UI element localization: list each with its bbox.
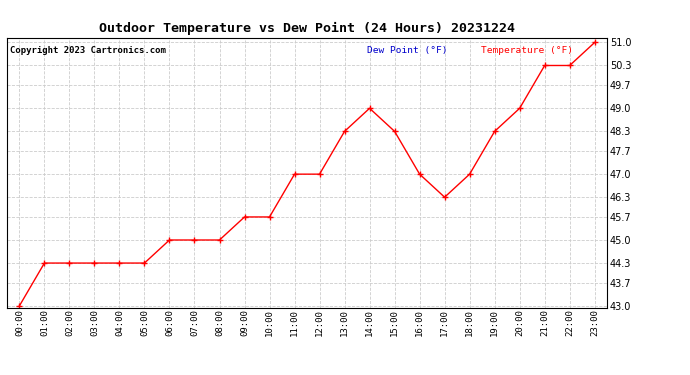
Title: Outdoor Temperature vs Dew Point (24 Hours) 20231224: Outdoor Temperature vs Dew Point (24 Hou… [99,22,515,35]
Text: Temperature (°F): Temperature (°F) [481,46,573,55]
Text: Copyright 2023 Cartronics.com: Copyright 2023 Cartronics.com [10,46,166,55]
Text: Dew Point (°F): Dew Point (°F) [367,46,448,55]
